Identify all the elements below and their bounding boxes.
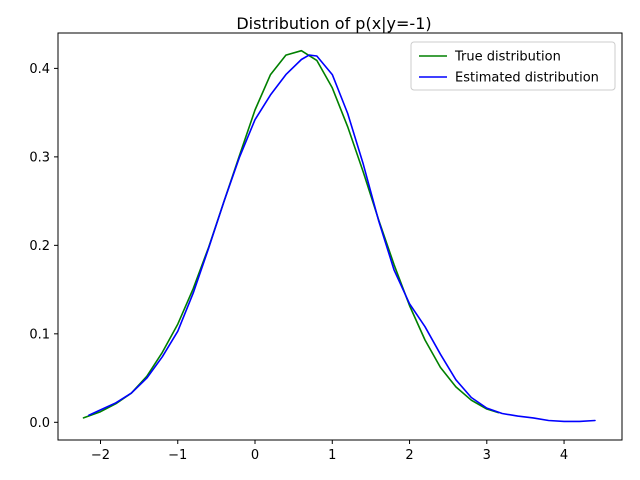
x-tick-label: 2 [405, 448, 413, 463]
x-tick-label: 0 [251, 448, 259, 463]
y-tick-label: 0.3 [29, 150, 50, 165]
series-line-0 [82, 49, 500, 419]
y-tick-label: 0.0 [29, 416, 50, 431]
y-tick-label: 0.1 [29, 327, 50, 342]
legend: True distribution Estimated distribution [410, 41, 616, 91]
plot-lines [82, 49, 596, 423]
x-axis: −2 −1 0 1 2 3 4 [91, 440, 568, 463]
series-line-1 [88, 54, 596, 423]
y-tick-label: 0.4 [29, 62, 50, 77]
x-tick-label: 4 [560, 448, 568, 463]
legend-box [410, 41, 616, 91]
x-tick-label: 1 [328, 448, 336, 463]
x-tick-label: −2 [91, 448, 110, 463]
chart-title: Distribution of p(x|y=-1) [236, 14, 431, 33]
legend-label: Estimated distribution [455, 71, 599, 86]
x-tick-label: 3 [483, 448, 491, 463]
y-tick-label: 0.2 [29, 239, 50, 254]
y-axis: 0.0 0.1 0.2 0.3 0.4 [29, 62, 58, 431]
x-tick-label: −1 [168, 448, 187, 463]
legend-label: True distribution [454, 50, 561, 65]
axes-frame [57, 32, 623, 441]
